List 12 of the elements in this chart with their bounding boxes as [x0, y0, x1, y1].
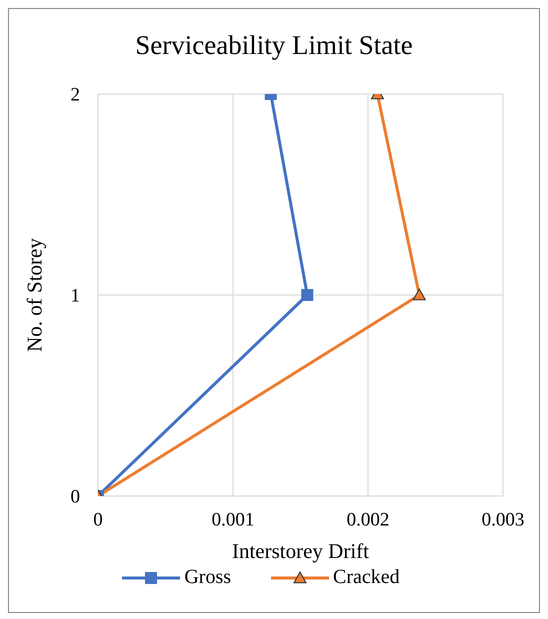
- x-tick-label: 0.001: [212, 509, 254, 530]
- chart-title: Serviceability Limit State: [134, 29, 414, 62]
- y-tick-label: 1: [70, 286, 80, 307]
- x-tick-label: 0.002: [346, 509, 390, 530]
- y-tick-label: 2: [70, 84, 80, 106]
- legend-label: Gross: [184, 566, 232, 589]
- legend-label: Cracked: [333, 566, 400, 589]
- x-axis-title: Interstorey Drift: [232, 539, 370, 563]
- x-tick-label: 0.003: [482, 509, 524, 530]
- y-tick-label: 0: [70, 486, 80, 508]
- y-axis-title: No. of Storey: [22, 238, 46, 352]
- x-tick-label: 0: [93, 509, 103, 530]
